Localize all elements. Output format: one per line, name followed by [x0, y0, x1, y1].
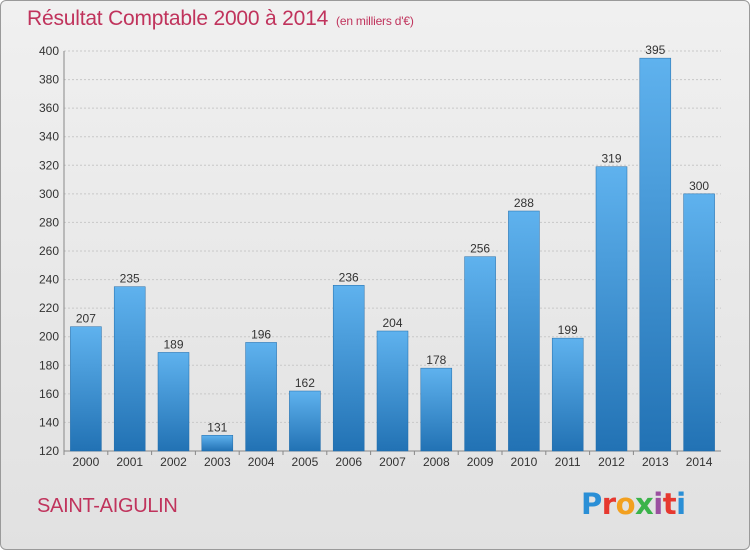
logo-letter: i [653, 487, 663, 521]
bar-2008 [420, 367, 453, 452]
x-tick-label: 2013 [642, 455, 669, 469]
bar-2010 [508, 210, 540, 452]
bar-value-label: 196 [251, 327, 271, 341]
bar-2005 [289, 390, 321, 452]
bar-2014 [683, 193, 715, 452]
y-tick-label: 220 [39, 301, 59, 315]
x-tick-label: 2003 [204, 455, 231, 469]
x-tick-label: 2011 [555, 455, 581, 469]
x-tick-label: 2006 [335, 455, 362, 469]
logo-letter: r [601, 487, 616, 521]
bar-2009 [464, 256, 496, 452]
bar-value-label: 256 [470, 242, 490, 256]
x-tick-label: 2001 [116, 455, 143, 469]
chart-title: Résultat Comptable 2000 à 2014 (en millie… [27, 7, 414, 31]
bar-value-label: 207 [76, 312, 96, 326]
x-tick-label: 2005 [292, 455, 319, 469]
bar-value-label: 235 [120, 272, 140, 286]
bars-layer [70, 57, 715, 452]
logo-letter: P [581, 487, 602, 521]
bar-value-label: 199 [558, 323, 578, 337]
bar-value-label: 162 [295, 376, 315, 390]
bar-value-label: 131 [207, 420, 227, 434]
y-tick-label: 260 [39, 244, 59, 258]
bar-2011 [551, 337, 584, 452]
commune-name: SAINT-AIGULIN [37, 495, 178, 517]
logo-letter: i [676, 487, 686, 521]
bar-2013 [639, 57, 672, 452]
bar-2004 [245, 342, 277, 452]
x-tick-label: 2000 [73, 455, 100, 469]
x-tick-label: 2008 [423, 455, 450, 469]
bar-value-label: 189 [163, 337, 183, 351]
bar-2007 [376, 330, 409, 452]
bar-2002 [157, 352, 190, 452]
bar-value-label: 319 [601, 152, 621, 166]
y-tick-label: 320 [39, 158, 59, 172]
logo-letter: t [662, 487, 677, 521]
bar-value-label: 178 [426, 353, 446, 367]
chart-subtitle: (en milliers d'€) [336, 14, 414, 28]
y-tick-label: 160 [39, 387, 59, 401]
bar-2001 [113, 286, 146, 452]
y-tick-label: 400 [39, 44, 59, 58]
chart-title-text: Résultat Comptable 2000 à 2014 [27, 7, 329, 30]
proxiti-logo: Proxiti [581, 487, 686, 521]
y-tick-label: 360 [39, 101, 59, 115]
bar-value-label: 300 [689, 179, 709, 193]
bar-2012 [595, 166, 628, 452]
y-tick-label: 380 [39, 73, 59, 87]
bar-value-label: 204 [382, 316, 402, 330]
y-tick-label: 300 [39, 187, 59, 201]
x-tick-label: 2002 [160, 455, 187, 469]
logo-letter: x [635, 487, 654, 521]
x-tick-label: 2010 [511, 455, 538, 469]
bar-2000 [70, 326, 102, 452]
bar-value-label: 236 [339, 270, 359, 284]
x-tick-label: 2012 [598, 455, 625, 469]
x-tick-label: 2009 [467, 455, 494, 469]
bar-value-label: 288 [514, 196, 534, 210]
bar-value-label: 395 [645, 43, 665, 57]
logo-letter: o [615, 487, 636, 521]
labels-layer: 120 140 160 180 200 220 240 260 280 300 320 340 360 3… [39, 43, 713, 469]
x-tick-label: 2004 [248, 455, 275, 469]
x-tick-label: 2007 [379, 455, 406, 469]
x-tick-label: 2014 [686, 455, 713, 469]
y-tick-label: 280 [39, 215, 59, 229]
y-tick-label: 180 [39, 358, 59, 372]
y-tick-label: 240 [39, 273, 59, 287]
y-tick-label: 340 [39, 130, 59, 144]
y-tick-label: 200 [39, 330, 59, 344]
bar-2006 [332, 285, 365, 452]
y-tick-label: 120 [39, 444, 59, 458]
bar-2003 [201, 435, 234, 452]
y-tick-label: 140 [39, 415, 59, 429]
